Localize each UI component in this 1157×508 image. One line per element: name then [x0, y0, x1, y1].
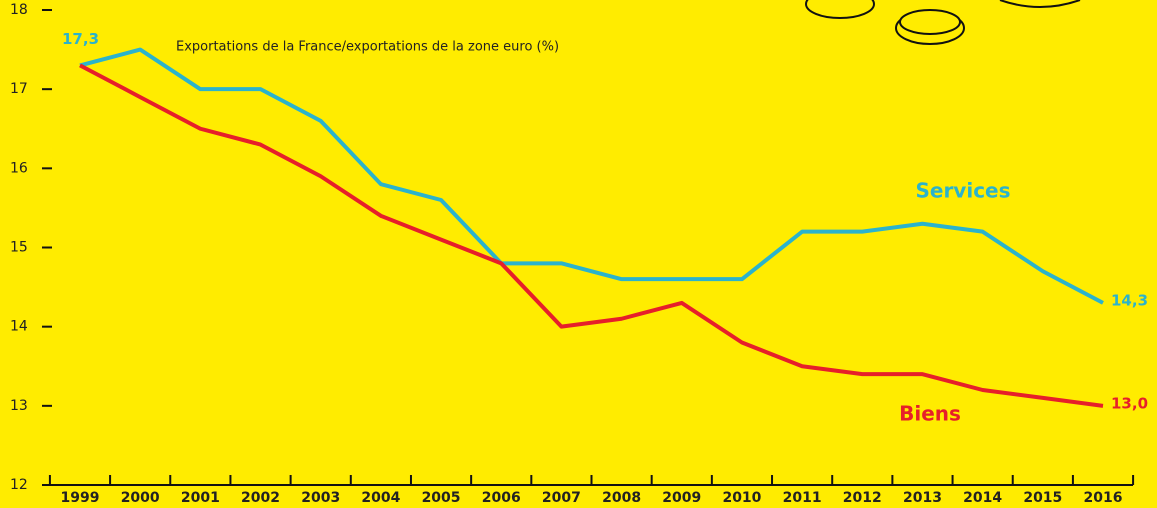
x-tick-label: 2008 [602, 490, 641, 506]
series-line [79, 63, 1104, 408]
y-tick-label: 14 [10, 319, 28, 335]
x-tick-label: 2011 [783, 490, 822, 506]
chart-title: Exportations de la France/exportations d… [176, 40, 559, 55]
series-line [79, 47, 1104, 305]
x-tick-label: 2005 [422, 490, 461, 506]
x-tick-label: 2009 [662, 490, 701, 506]
x-tick-label: 2003 [301, 490, 340, 506]
x-tick-label: 2007 [542, 490, 581, 506]
x-tick-label: 2013 [903, 490, 942, 506]
x-tick-label: 2002 [241, 490, 280, 506]
x-tick-label: 2006 [482, 490, 521, 506]
coins-decoration [805, 0, 1081, 45]
y-tick-label: 17 [10, 81, 28, 97]
x-tick-label: 2016 [1084, 490, 1123, 506]
y-tick-label: 16 [10, 160, 28, 176]
y-tick-label: 12 [10, 477, 28, 493]
x-tick-label: 2001 [181, 490, 220, 506]
x-tick-label: 2004 [361, 490, 400, 506]
series-label: Biens [899, 402, 961, 426]
value-label: 13,0 [1111, 394, 1148, 412]
x-tick-label: 2012 [843, 490, 882, 506]
x-tick-label: 2000 [121, 490, 160, 506]
value-label: 17,3 [62, 30, 99, 48]
series-label: Services [915, 179, 1010, 203]
x-tick-label: 2010 [722, 490, 761, 506]
value-label: 14,3 [1111, 291, 1148, 309]
y-tick-label: 15 [10, 240, 28, 256]
x-tick-label: 1999 [61, 490, 100, 506]
x-tick-label: 2014 [963, 490, 1002, 506]
y-tick-label: 18 [10, 2, 28, 18]
y-tick-label: 13 [10, 398, 28, 414]
x-tick-label: 2015 [1023, 490, 1062, 506]
